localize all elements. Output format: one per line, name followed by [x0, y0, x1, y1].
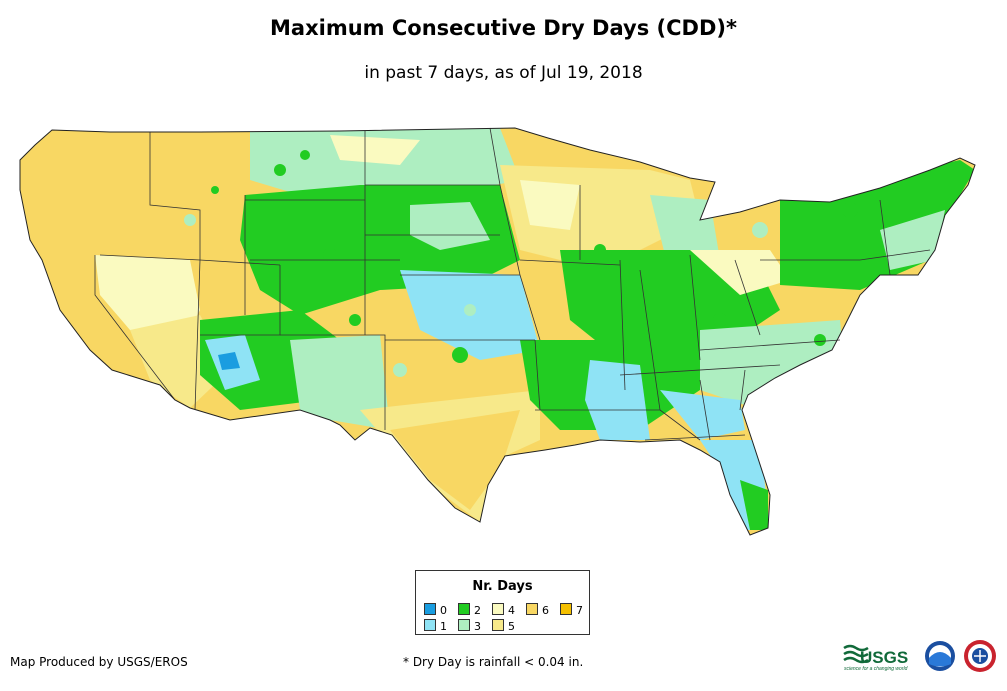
region-florida-2	[740, 480, 768, 530]
usgs-tagline: science for a changing world	[844, 666, 908, 672]
region-ohio-4	[690, 250, 790, 295]
legend-title: Nr. Days	[472, 579, 533, 594]
agency-logos: USGS science for a changing world	[843, 640, 996, 672]
legend-swatch-5	[492, 619, 504, 631]
region-nm-3	[290, 335, 390, 430]
region-north-4	[330, 135, 420, 165]
cdd-map	[19, 127, 976, 536]
legend-item-5: 5	[492, 619, 515, 633]
region-northeast-2	[780, 160, 975, 290]
legend-item-6: 6	[526, 603, 549, 617]
credit-text: Map Produced by USGS/EROS	[10, 655, 188, 669]
region-southeast-3	[700, 320, 845, 410]
map-subtitle: in past 7 days, as of Jul 19, 2018	[364, 63, 643, 83]
nws-icon	[964, 640, 996, 672]
legend-item-0: 0	[424, 603, 447, 617]
region-ga-1	[660, 390, 745, 440]
legend-item-2: 2	[458, 603, 481, 617]
legend-item-1: 1	[424, 619, 447, 633]
legend-swatch-7	[560, 603, 572, 615]
legend-item-3: 3	[458, 619, 481, 633]
legend-swatch-2	[458, 603, 470, 615]
legend: Nr. Days 0 1 2 3 4 5 6 7	[415, 570, 590, 635]
region-lowmiss-1	[585, 360, 650, 440]
legend-item-4: 4	[492, 603, 515, 617]
usgs-wordmark: USGS	[860, 648, 908, 667]
legend-swatch-4	[492, 603, 504, 615]
region-mn-4	[520, 180, 580, 230]
cdd-regions	[20, 128, 975, 535]
map-title: Maximum Consecutive Dry Days (CDD)*	[270, 16, 737, 40]
state-borders	[94, 127, 931, 441]
noaa-icon	[925, 641, 955, 671]
usgs-logo: USGS science for a changing world	[843, 644, 908, 672]
legend-swatch-0	[424, 603, 436, 615]
speckles	[211, 150, 858, 415]
legend-swatch-6	[526, 603, 538, 615]
region-plains-3	[410, 202, 490, 250]
region-north-3	[250, 128, 520, 200]
footnote-text: * Dry Day is rainfall < 0.04 in.	[403, 655, 584, 669]
speckles-3	[184, 204, 768, 377]
legend-item-7: 7	[560, 603, 583, 617]
legend-swatch-3	[458, 619, 470, 631]
legend-swatch-1	[424, 619, 436, 631]
region-az-0	[218, 352, 240, 370]
